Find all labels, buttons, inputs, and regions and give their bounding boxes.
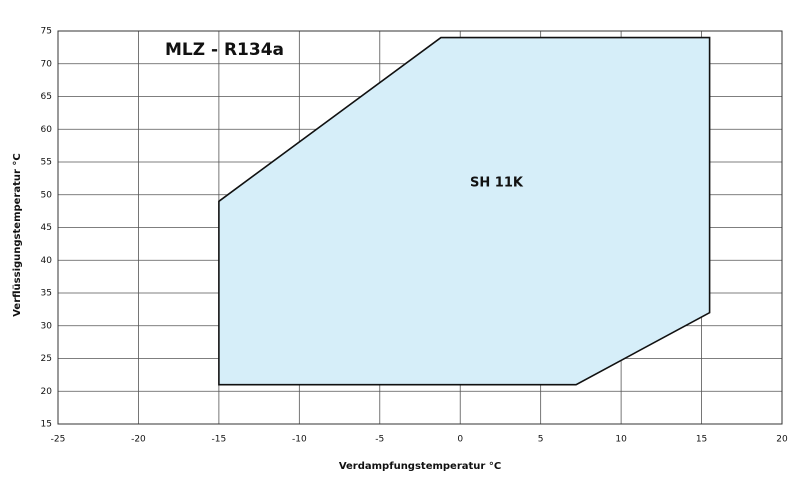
x-axis-label: Verdampfungstemperatur °C: [339, 461, 501, 472]
y-tick-label: 50: [41, 190, 53, 200]
y-tick-label: 55: [41, 158, 52, 168]
y-tick-label: 60: [41, 125, 53, 135]
x-tick-label: -10: [292, 435, 307, 445]
y-tick-label: 40: [41, 256, 53, 266]
x-tick-label: -15: [212, 435, 227, 445]
y-axis-label: Verflüssigungstemperatur °C: [12, 153, 23, 317]
y-tick-label: 25: [41, 354, 52, 364]
y-tick-label: 65: [41, 92, 52, 102]
y-tick-label: 30: [41, 321, 53, 331]
x-tick-label: 15: [696, 435, 707, 445]
y-tick-label: 35: [41, 289, 52, 299]
x-tick-label: 20: [776, 435, 788, 445]
x-tick-label: -20: [131, 435, 146, 445]
chart-title: MLZ - R134a: [165, 40, 284, 60]
y-tick-label: 20: [41, 387, 53, 397]
plot-frame: [57, 30, 783, 425]
x-tick-label: 0: [457, 435, 463, 445]
y-tick-label: 45: [41, 223, 52, 233]
x-tick-label: 10: [615, 435, 627, 445]
x-tick-label: 5: [538, 435, 544, 445]
x-tick-label: -5: [375, 435, 384, 445]
operating-envelope: [218, 36, 711, 386]
annotation: SH 11K: [470, 176, 524, 191]
y-tick-label: 70: [41, 59, 53, 69]
y-tick-label: 75: [41, 27, 52, 37]
y-tick-label: 15: [41, 420, 52, 430]
x-tick-label: -25: [51, 435, 66, 445]
